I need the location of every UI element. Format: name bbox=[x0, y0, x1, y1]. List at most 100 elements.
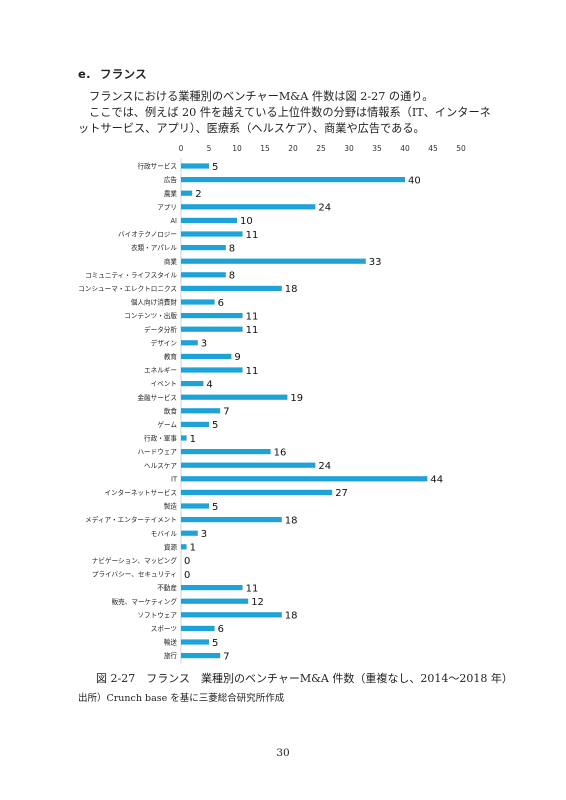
category-label: デザイン bbox=[151, 338, 178, 347]
category-label: ヘルスケア bbox=[144, 462, 177, 470]
bar bbox=[181, 299, 215, 305]
data-label: 11 bbox=[246, 325, 259, 336]
data-label: 11 bbox=[246, 230, 259, 241]
bar bbox=[181, 217, 237, 223]
category-label: 輸送 bbox=[164, 638, 178, 647]
paragraph-2: ここでは、例えば 20 件を越えている上位件数の分野は情報系（IT、インターネッ… bbox=[78, 106, 491, 135]
data-label: 11 bbox=[246, 583, 259, 594]
x-tick-label: 25 bbox=[316, 144, 326, 153]
data-label: 27 bbox=[335, 488, 348, 499]
bar bbox=[181, 598, 249, 604]
section-number: e. bbox=[78, 67, 91, 81]
category-label: コンテンツ・出版 bbox=[124, 311, 177, 320]
category-label: 広告 bbox=[164, 175, 178, 184]
category-label: ソフトウェア bbox=[137, 611, 177, 619]
figure-caption: 図 2-27 フランス 業種別のベンチャーM&A 件数（重複なし、2014～20… bbox=[96, 672, 513, 685]
data-label: 0 bbox=[184, 556, 190, 567]
bar bbox=[181, 326, 243, 332]
bar bbox=[181, 517, 282, 523]
data-label: 44 bbox=[430, 475, 443, 486]
category-label: IT bbox=[171, 475, 178, 483]
x-tick-label: 10 bbox=[232, 144, 242, 153]
data-label: 33 bbox=[369, 257, 382, 268]
bar bbox=[181, 421, 209, 427]
bar bbox=[181, 435, 187, 441]
data-label: 4 bbox=[206, 379, 212, 390]
x-tick-label: 45 bbox=[428, 144, 438, 153]
data-label: 7 bbox=[223, 407, 229, 418]
bar bbox=[181, 285, 282, 291]
data-label: 5 bbox=[212, 502, 218, 513]
data-label: 11 bbox=[246, 311, 259, 322]
bar bbox=[181, 544, 187, 550]
x-tick-label: 35 bbox=[372, 144, 382, 153]
category-label: 金融サービス bbox=[137, 393, 177, 402]
data-label: 3 bbox=[201, 529, 207, 540]
bar bbox=[181, 258, 366, 264]
x-tick-label: 50 bbox=[456, 144, 466, 153]
data-label: 9 bbox=[234, 352, 240, 363]
category-label: エネルギー bbox=[144, 367, 177, 375]
category-label: 個人向け消費財 bbox=[131, 298, 178, 307]
category-label: スポーツ bbox=[151, 625, 177, 633]
x-tick-label: 5 bbox=[207, 144, 212, 153]
category-label: バイオテクノロジー bbox=[118, 231, 177, 239]
category-label: 衣類・アパレル bbox=[131, 243, 177, 252]
section-heading: e. フランス bbox=[78, 66, 147, 82]
category-label: 農業 bbox=[164, 189, 178, 198]
x-axis-ticks: 0 5 10 15 20 25 30 35 40 45 50 bbox=[179, 144, 466, 153]
data-label: 8 bbox=[229, 243, 235, 254]
bar bbox=[181, 177, 405, 183]
data-label: 19 bbox=[290, 393, 303, 404]
category-label: ゲーム bbox=[157, 420, 177, 429]
data-label: 3 bbox=[201, 339, 207, 350]
data-label: 6 bbox=[218, 624, 224, 635]
bar bbox=[181, 231, 243, 237]
category-label: 資源 bbox=[164, 542, 178, 551]
category-label: AI bbox=[171, 217, 178, 225]
bar bbox=[181, 585, 243, 591]
data-label: 16 bbox=[274, 447, 287, 458]
data-label: 12 bbox=[251, 597, 264, 608]
category-label: 教育 bbox=[164, 352, 178, 361]
category-label: メディア・エンターテイメント bbox=[85, 515, 177, 524]
category-label: 不動産 bbox=[157, 583, 177, 592]
category-label: コミュニティ・ライフスタイル bbox=[85, 270, 177, 279]
x-tick-label: 30 bbox=[344, 144, 354, 153]
data-label: 2 bbox=[195, 189, 201, 200]
data-label: 5 bbox=[212, 638, 218, 649]
category-label: アプリ bbox=[157, 203, 177, 211]
x-tick-label: 0 bbox=[179, 144, 184, 153]
bar bbox=[181, 190, 193, 196]
data-label: 18 bbox=[285, 515, 298, 526]
bar bbox=[181, 503, 209, 509]
bar bbox=[181, 313, 243, 319]
category-label: 行政サービス bbox=[137, 162, 177, 171]
data-label: 18 bbox=[285, 611, 298, 622]
data-label: 1 bbox=[190, 434, 196, 445]
bar bbox=[181, 353, 232, 359]
data-label: 40 bbox=[408, 175, 421, 186]
category-label: コンシューマ・エレクトロニクス bbox=[78, 285, 177, 293]
category-label: イベント bbox=[151, 380, 177, 388]
category-label: プライバシー、セキュリティ bbox=[92, 571, 177, 579]
data-label: 24 bbox=[318, 461, 331, 472]
data-label: 5 bbox=[212, 420, 218, 431]
page-number: 30 bbox=[276, 747, 290, 759]
data-label: 18 bbox=[285, 284, 298, 295]
data-label: 8 bbox=[229, 271, 235, 282]
source-note: 出所）Crunch base を基に三菱総合研究所作成 bbox=[78, 693, 285, 704]
x-tick-label: 40 bbox=[400, 144, 410, 153]
category-label: 商業 bbox=[164, 257, 178, 266]
paragraph-1: フランスにおける業種別のベンチャーM&A 件数は図 2-27 の通り。 bbox=[89, 90, 434, 103]
bar bbox=[181, 408, 221, 414]
data-label: 11 bbox=[246, 366, 259, 377]
x-tick-label: 20 bbox=[288, 144, 298, 153]
data-label: 10 bbox=[240, 216, 253, 227]
bar bbox=[181, 204, 316, 210]
bar bbox=[181, 462, 316, 468]
bar bbox=[181, 612, 282, 618]
category-label: 旅行 bbox=[164, 651, 178, 660]
